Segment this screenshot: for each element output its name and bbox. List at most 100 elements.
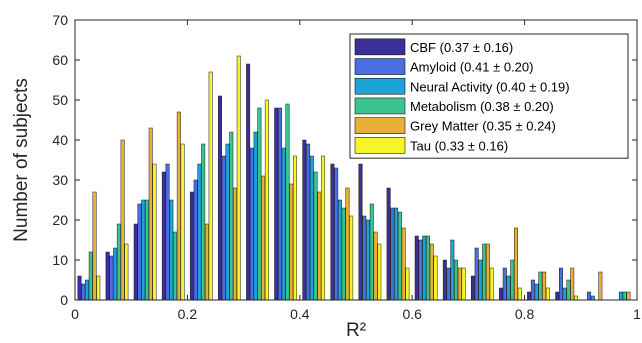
bar [559, 267, 563, 301]
bar [502, 267, 507, 301]
bar [309, 155, 314, 301]
x-tick-label: 0 [71, 306, 79, 322]
bar [161, 171, 166, 301]
plot-frame [74, 19, 638, 301]
bar [369, 203, 374, 301]
legend-swatch [354, 58, 406, 75]
bar [278, 107, 282, 301]
legend-label: Tau (0.33 ± 0.16) [410, 138, 508, 153]
bar [590, 295, 595, 301]
bar [570, 267, 575, 301]
bar [246, 63, 251, 301]
bar [442, 259, 447, 301]
y-tick-label: 20 [52, 212, 68, 228]
bar [321, 155, 326, 301]
bar [362, 215, 367, 301]
bar [454, 259, 459, 301]
bar [337, 199, 342, 301]
x-tick-label: 0.4 [290, 306, 310, 322]
bar [474, 247, 479, 301]
bar [253, 131, 258, 301]
bar [145, 199, 149, 301]
bar [165, 163, 170, 301]
bar [169, 199, 174, 301]
x-axis: 0 0.2 0.4 0.6 0.8 1 [71, 20, 641, 322]
bar [506, 275, 511, 301]
bar [499, 287, 504, 301]
bar [201, 143, 206, 301]
bar [618, 291, 623, 301]
y-axis-label: Number of subjects [11, 78, 32, 242]
bar [257, 107, 262, 301]
bar [208, 71, 213, 301]
bar [120, 139, 125, 301]
bar [366, 219, 370, 301]
bar [221, 155, 226, 301]
bar [482, 243, 487, 301]
bar [587, 291, 592, 301]
x-tick-label: 1 [633, 306, 641, 322]
y-tick-label: 10 [52, 252, 68, 268]
bar [173, 231, 178, 301]
bar [92, 191, 97, 301]
legend: CBF (0.37 ± 0.16) Amyloid (0.41 ± 0.20) Ne… [349, 33, 629, 159]
bar [538, 271, 543, 301]
legend-swatch [354, 137, 406, 154]
bar [461, 267, 466, 301]
bar [317, 191, 322, 301]
bar [77, 275, 82, 301]
bar [274, 107, 279, 301]
legend-swatch [354, 97, 406, 115]
y-tick-label: 50 [52, 92, 68, 108]
legend-label: Amyloid (0.41 ± 0.20) [410, 60, 533, 75]
legend-swatch [354, 77, 406, 95]
bar [88, 251, 93, 301]
y-tick-label: 70 [52, 12, 68, 28]
y-tick-label: 30 [52, 172, 68, 188]
bars-group [77, 55, 631, 301]
bar [414, 235, 419, 301]
x-axis-label: R² [346, 320, 366, 341]
bar [562, 287, 567, 301]
bar [204, 223, 209, 301]
legend-swatch [354, 38, 406, 56]
bar [358, 163, 363, 301]
bar [197, 163, 202, 301]
bar [573, 295, 578, 301]
y-tick-label: 40 [52, 132, 68, 148]
bar [281, 147, 286, 301]
bar [225, 143, 230, 301]
legend-swatch [354, 117, 406, 134]
legend-label: Neural Activity (0.40 ± 0.19) [410, 79, 570, 94]
bar [433, 255, 438, 301]
bar [401, 227, 406, 301]
bar [334, 167, 339, 301]
bar [229, 131, 234, 301]
bar [397, 211, 402, 301]
bar [141, 199, 146, 301]
bar [422, 235, 427, 301]
bar [390, 207, 395, 301]
bar [527, 291, 532, 301]
bar [148, 127, 153, 301]
bar [426, 235, 430, 301]
bar [450, 239, 455, 301]
bar [113, 247, 118, 301]
bar [598, 271, 603, 301]
legend-label: Grey Matter (0.35 ± 0.24) [410, 119, 556, 134]
bar [189, 191, 194, 301]
bar [249, 147, 254, 301]
bar [313, 171, 318, 301]
bar [457, 267, 462, 301]
bar [85, 279, 90, 301]
y-tick-label: 60 [52, 52, 68, 68]
bar [124, 243, 129, 301]
bar [193, 179, 198, 301]
y-tick-label: 0 [60, 292, 68, 308]
bar [137, 203, 142, 301]
bar [555, 291, 560, 301]
x-tick-label: 0.8 [515, 306, 535, 322]
bar [534, 283, 539, 301]
bar [345, 187, 350, 301]
